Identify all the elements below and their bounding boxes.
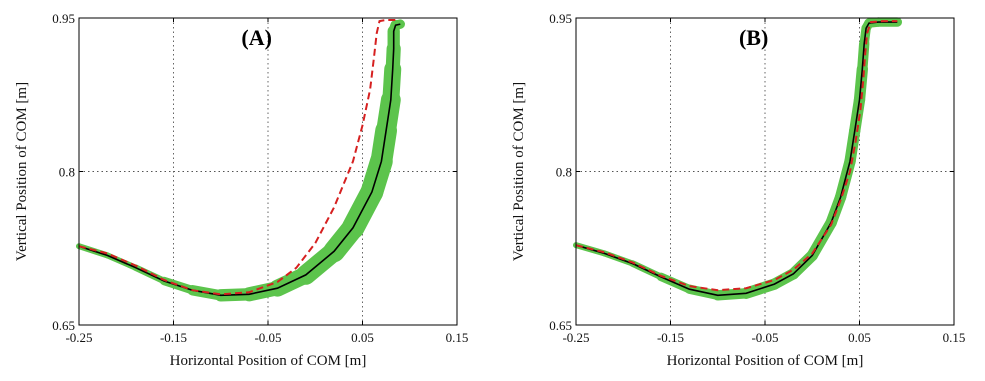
dashed-series-line — [78, 19, 396, 296]
x-tick-label: -0.25 — [65, 330, 92, 345]
x-axis-label: Horizontal Position of COM [m] — [170, 353, 367, 369]
chart-panel-b: -0.25 -0.15 -0.05 0.05 0.15 0.650.80.95 (B) … — [511, 11, 965, 369]
y-tick-label: 0.65 — [549, 318, 572, 333]
series-group — [76, 19, 405, 302]
mean-series-line — [78, 23, 401, 297]
y-tick-label: 0.8 — [556, 165, 572, 180]
x-axis-label: Horizontal Position of COM [m] — [667, 353, 864, 369]
x-tick-label: -0.05 — [254, 330, 281, 345]
x-tick-labels: -0.25 -0.15 -0.05 0.05 0.15 — [65, 18, 468, 345]
grid — [79, 18, 457, 325]
y-tick-labels: 0.65 0.8 0.95 — [52, 11, 457, 333]
x-tick-label: -0.25 — [562, 330, 589, 345]
grid — [576, 18, 954, 325]
x-tick-label: -0.05 — [751, 330, 778, 345]
x-tick-label: 0.15 — [943, 330, 966, 345]
y-tick-label: 0.65 — [52, 318, 75, 333]
y-axis-label: Vertical Position of COM [m] — [511, 82, 527, 261]
panel-label: (B) — [739, 25, 768, 50]
y-tick-label: 0.95 — [52, 11, 75, 26]
series-group — [573, 17, 902, 301]
y-axis-label: Vertical Position of COM [m] — [14, 82, 30, 261]
panel-label: (A) — [241, 25, 272, 50]
y-tick-label: 0.95 — [549, 11, 572, 26]
x-tick-label: -0.15 — [160, 330, 187, 345]
x-tick-label: 0.05 — [351, 330, 374, 345]
chart-panel-a: -0.25 -0.15 -0.05 0.05 0.15 0.650.80.95 (A) … — [14, 11, 468, 369]
x-tick-label: 0.05 — [848, 330, 871, 345]
x-tick-label: -0.15 — [657, 330, 684, 345]
y-tick-labels: 0.65 0.8 0.95 — [549, 11, 954, 333]
x-tick-label: 0.15 — [446, 330, 469, 345]
x-tick-labels: -0.25 -0.15 -0.05 0.05 0.15 — [562, 18, 965, 345]
dashed-series-line — [575, 20, 898, 292]
y-tick-label: 0.8 — [59, 165, 75, 180]
